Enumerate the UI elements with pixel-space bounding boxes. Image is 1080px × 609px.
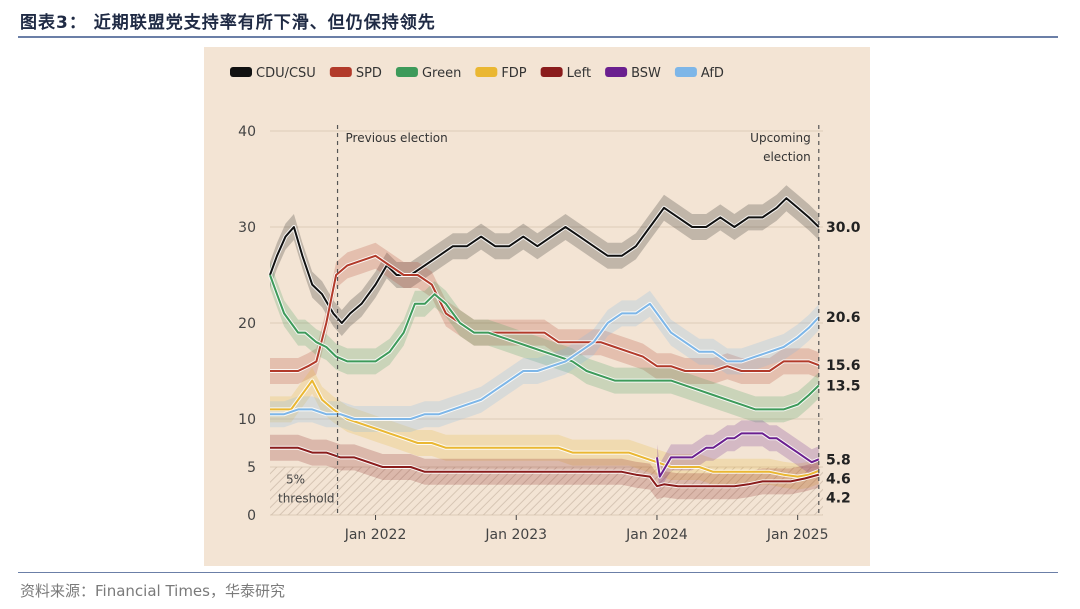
end-label-cducsu: 30.0 bbox=[826, 220, 861, 236]
end-label-bsw: 5.8 bbox=[826, 452, 851, 468]
band-green bbox=[270, 262, 819, 423]
legend-swatch bbox=[329, 67, 352, 77]
line-afd bbox=[270, 302, 820, 420]
upcoming-election-label-1: Upcoming bbox=[750, 131, 811, 145]
legend-label: FDP bbox=[501, 66, 526, 81]
series-lines bbox=[268, 196, 821, 489]
legend-swatch bbox=[395, 67, 418, 77]
y-tick-label: 40 bbox=[238, 124, 256, 140]
y-tick-label: 20 bbox=[238, 316, 256, 332]
source-note: 资料来源：Financial Times，华泰研究 bbox=[20, 582, 285, 600]
legend-swatch bbox=[605, 67, 628, 77]
axes: 0 5 10 20 30 40 Jan 2022 Jan 2023 Jan 2024 Jan 20… bbox=[238, 124, 828, 543]
legend-swatch bbox=[230, 67, 252, 77]
x-tick-label: Jan 2024 bbox=[625, 527, 688, 543]
band-cducsu bbox=[270, 185, 819, 336]
end-label-afd: 20.6 bbox=[826, 310, 861, 326]
line-spd bbox=[270, 254, 820, 372]
x-tick-label: Jan 2023 bbox=[484, 527, 547, 543]
threshold-zone bbox=[270, 467, 823, 515]
uncertainty-bands bbox=[270, 185, 819, 500]
title-rule bbox=[18, 36, 1058, 38]
legend-label: Left bbox=[567, 66, 591, 81]
legend-label: Green bbox=[422, 66, 461, 81]
source-rule bbox=[18, 572, 1058, 573]
threshold-label-1: 5% bbox=[286, 472, 305, 486]
legend-swatch bbox=[475, 67, 498, 77]
end-label-left: 4.2 bbox=[826, 490, 851, 506]
line-bsw bbox=[656, 432, 820, 478]
line-green bbox=[269, 274, 820, 411]
previous-election-label: Previous election bbox=[346, 131, 448, 145]
y-tick-label: 0 bbox=[247, 508, 256, 524]
end-label-fdp: 4.6 bbox=[826, 471, 851, 487]
band-left bbox=[270, 434, 819, 500]
upcoming-election-label-2: election bbox=[763, 150, 811, 164]
threshold-hatch bbox=[270, 467, 823, 515]
figure-title: 图表3： 近期联盟党支持率有所下滑、但仍保持领先 bbox=[20, 13, 436, 33]
legend-label: SPD bbox=[356, 66, 382, 81]
x-tick-label: Jan 2022 bbox=[344, 527, 407, 543]
end-label-green: 13.5 bbox=[826, 378, 861, 394]
legend-label: CDU/CSU bbox=[256, 66, 316, 81]
threshold-label-2: threshold bbox=[278, 492, 335, 506]
y-tick-label: 10 bbox=[238, 412, 256, 428]
y-tick-label: 30 bbox=[238, 220, 256, 236]
band-afd bbox=[270, 290, 819, 432]
line-left bbox=[270, 446, 820, 488]
legend-swatch bbox=[540, 67, 563, 77]
y-tick-label: 5 bbox=[247, 460, 256, 476]
line-fdp bbox=[270, 379, 820, 478]
legend-label: AfD bbox=[701, 66, 724, 81]
x-tick-label: Jan 2025 bbox=[766, 527, 829, 543]
band-spd bbox=[270, 242, 819, 384]
annotations: 5% threshold Previous election Upcoming elec… bbox=[278, 125, 820, 515]
end-labels: 30.0 20.6 15.6 13.5 5.8 4.6 4.2 bbox=[826, 220, 861, 506]
legend: CDU/CSU SPD Green FDP Left BSW AfD bbox=[230, 66, 724, 81]
line-chart: CDU/CSU SPD Green FDP Left BSW AfD 5% threshold… bbox=[230, 66, 861, 543]
legend-swatch bbox=[674, 67, 697, 77]
end-label-spd: 15.6 bbox=[826, 358, 861, 374]
legend-label: BSW bbox=[631, 66, 661, 81]
